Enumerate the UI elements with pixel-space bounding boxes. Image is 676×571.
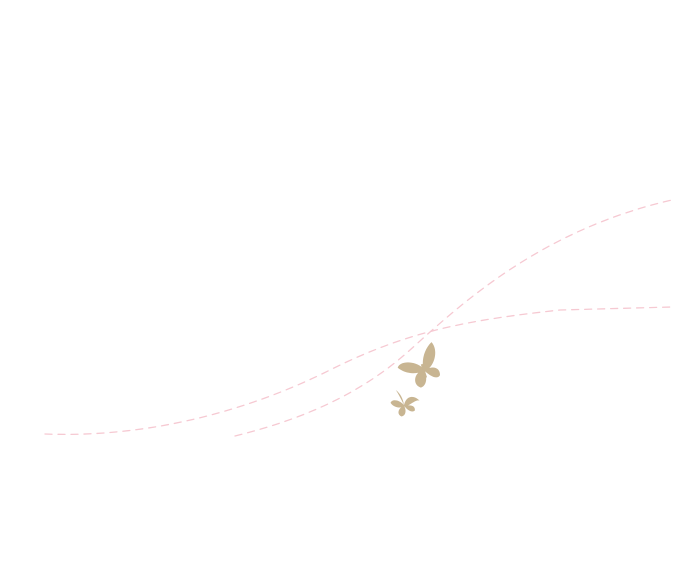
flight-path-lower (44, 306, 673, 436)
flight-path-upper (234, 199, 673, 437)
butterfly-icon-large (397, 342, 441, 388)
butterfly-icon-small (390, 389, 420, 417)
